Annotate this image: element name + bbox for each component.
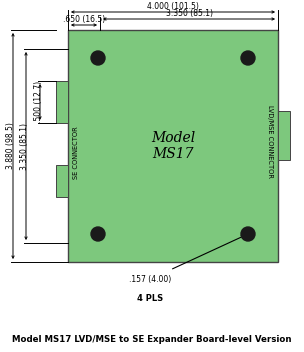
Text: .157 (4.00): .157 (4.00) [129, 275, 171, 284]
Circle shape [91, 227, 105, 241]
Circle shape [241, 227, 255, 241]
Bar [278, 111, 290, 160]
Bar [56, 81, 68, 123]
Text: SE CONNECTOR: SE CONNECTOR [73, 127, 79, 179]
Bar [56, 165, 68, 197]
Text: LVD/MSE CONNECTOR: LVD/MSE CONNECTOR [267, 105, 273, 178]
Circle shape [241, 51, 255, 65]
Bar [68, 30, 278, 262]
Text: Model MS17 LVD/MSE to SE Expander Board-level Version: Model MS17 LVD/MSE to SE Expander Board-… [12, 335, 292, 344]
Text: 4 PLS: 4 PLS [137, 294, 163, 303]
Text: 4.000 (101.5): 4.000 (101.5) [147, 2, 199, 11]
Text: 3.350 (85.1): 3.350 (85.1) [19, 122, 29, 170]
Text: 3.350 (85.1): 3.350 (85.1) [165, 9, 212, 18]
Text: 3.880 (98.5): 3.880 (98.5) [6, 122, 16, 169]
Text: Model
MS17: Model MS17 [151, 131, 195, 161]
Circle shape [91, 51, 105, 65]
Text: .500 (12.7): .500 (12.7) [34, 81, 43, 123]
Text: .650 (16.5): .650 (16.5) [63, 15, 105, 24]
